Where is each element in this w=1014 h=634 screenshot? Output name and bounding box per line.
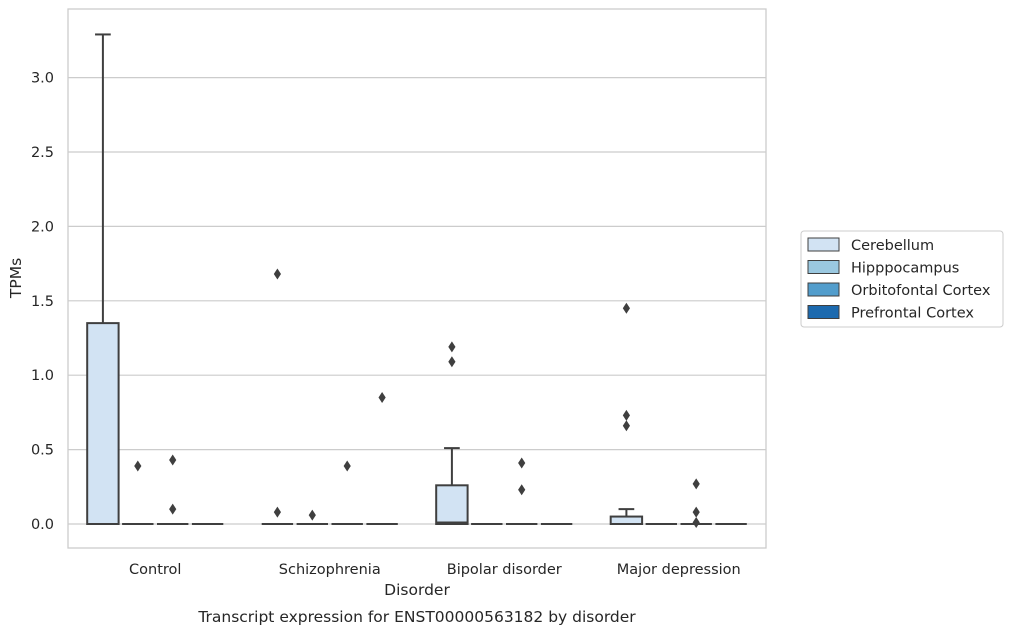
y-tick-label: 1.0 [31, 368, 54, 384]
box-hipppocampus [122, 460, 154, 525]
outlier-point [518, 484, 526, 496]
legend-swatch [807, 305, 840, 319]
legend-swatch [807, 282, 840, 297]
box-cerebellum [86, 33, 120, 525]
outlier-point [343, 460, 351, 472]
outlier-point [622, 302, 630, 314]
y-tick-label: 0.0 [31, 517, 54, 533]
x-tick-label: Control [129, 562, 181, 578]
x-tick-label: Major depression [617, 562, 741, 578]
outlier-point [692, 506, 700, 518]
box-hipppocampus [296, 509, 329, 525]
box-prefrontal-cortex [366, 392, 398, 525]
legend-swatch [807, 260, 840, 274]
box-body [435, 484, 469, 526]
y-tick-label: 1.5 [31, 294, 54, 310]
box-orbitofontal-cortex [331, 460, 363, 525]
plot-frame [67, 8, 767, 549]
plot-area [86, 33, 747, 529]
y-axis-label: TPMs [7, 258, 25, 299]
x-tick-label: Schizophrenia [279, 562, 381, 578]
legend: Cerebellum Hipppocampus Orbitofontal Corte… [800, 230, 1004, 328]
y-tick-label: 2.5 [31, 145, 54, 161]
outlier-point [169, 503, 177, 515]
legend-label: Prefrontal Cortex [851, 306, 974, 322]
box-cerebellum [261, 268, 294, 525]
box-orbitofontal-cortex [505, 457, 538, 525]
legend-label: Orbitofontal Cortex [851, 283, 991, 299]
outlier-point [692, 517, 700, 529]
box-orbitofontal-cortex [156, 454, 189, 525]
box-cerebellum [609, 302, 644, 525]
outlier-point [134, 460, 142, 472]
outlier-point [622, 420, 630, 432]
outlier-point [378, 392, 386, 404]
legend-swatch [807, 237, 840, 252]
y-tick-label: 3.0 [31, 71, 54, 87]
box-body [86, 322, 120, 525]
box-body [609, 515, 644, 525]
outlier-point [273, 506, 281, 518]
x-axis-ticks: Control Schizophrenia Bipolar disorder Majo… [129, 562, 741, 578]
outlier-point [448, 341, 456, 353]
y-axis-ticks: 0.0 0.5 1.0 1.5 2.0 2.5 3.0 [31, 71, 54, 533]
y-tick-label: 0.5 [31, 443, 54, 459]
outlier-point [518, 457, 526, 469]
outlier-point [308, 509, 316, 521]
legend-label: Hipppocampus [851, 261, 959, 277]
x-tick-label: Bipolar disorder [447, 562, 562, 578]
grid-lines [68, 76, 766, 525]
x-axis-label: Disorder [384, 581, 450, 599]
outlier-point [622, 409, 630, 421]
legend-frame [800, 230, 1004, 328]
chart-caption: Transcript expression for ENST0000056318… [197, 608, 636, 626]
outlier-point [169, 454, 177, 466]
outlier-point [273, 268, 281, 280]
box-orbitofontal-cortex [680, 478, 712, 529]
y-tick-label: 2.0 [31, 219, 54, 235]
box-cerebellum [435, 341, 469, 526]
outlier-point [448, 356, 456, 368]
outlier-point [692, 478, 700, 490]
legend-label: Cerebellum [851, 238, 934, 254]
